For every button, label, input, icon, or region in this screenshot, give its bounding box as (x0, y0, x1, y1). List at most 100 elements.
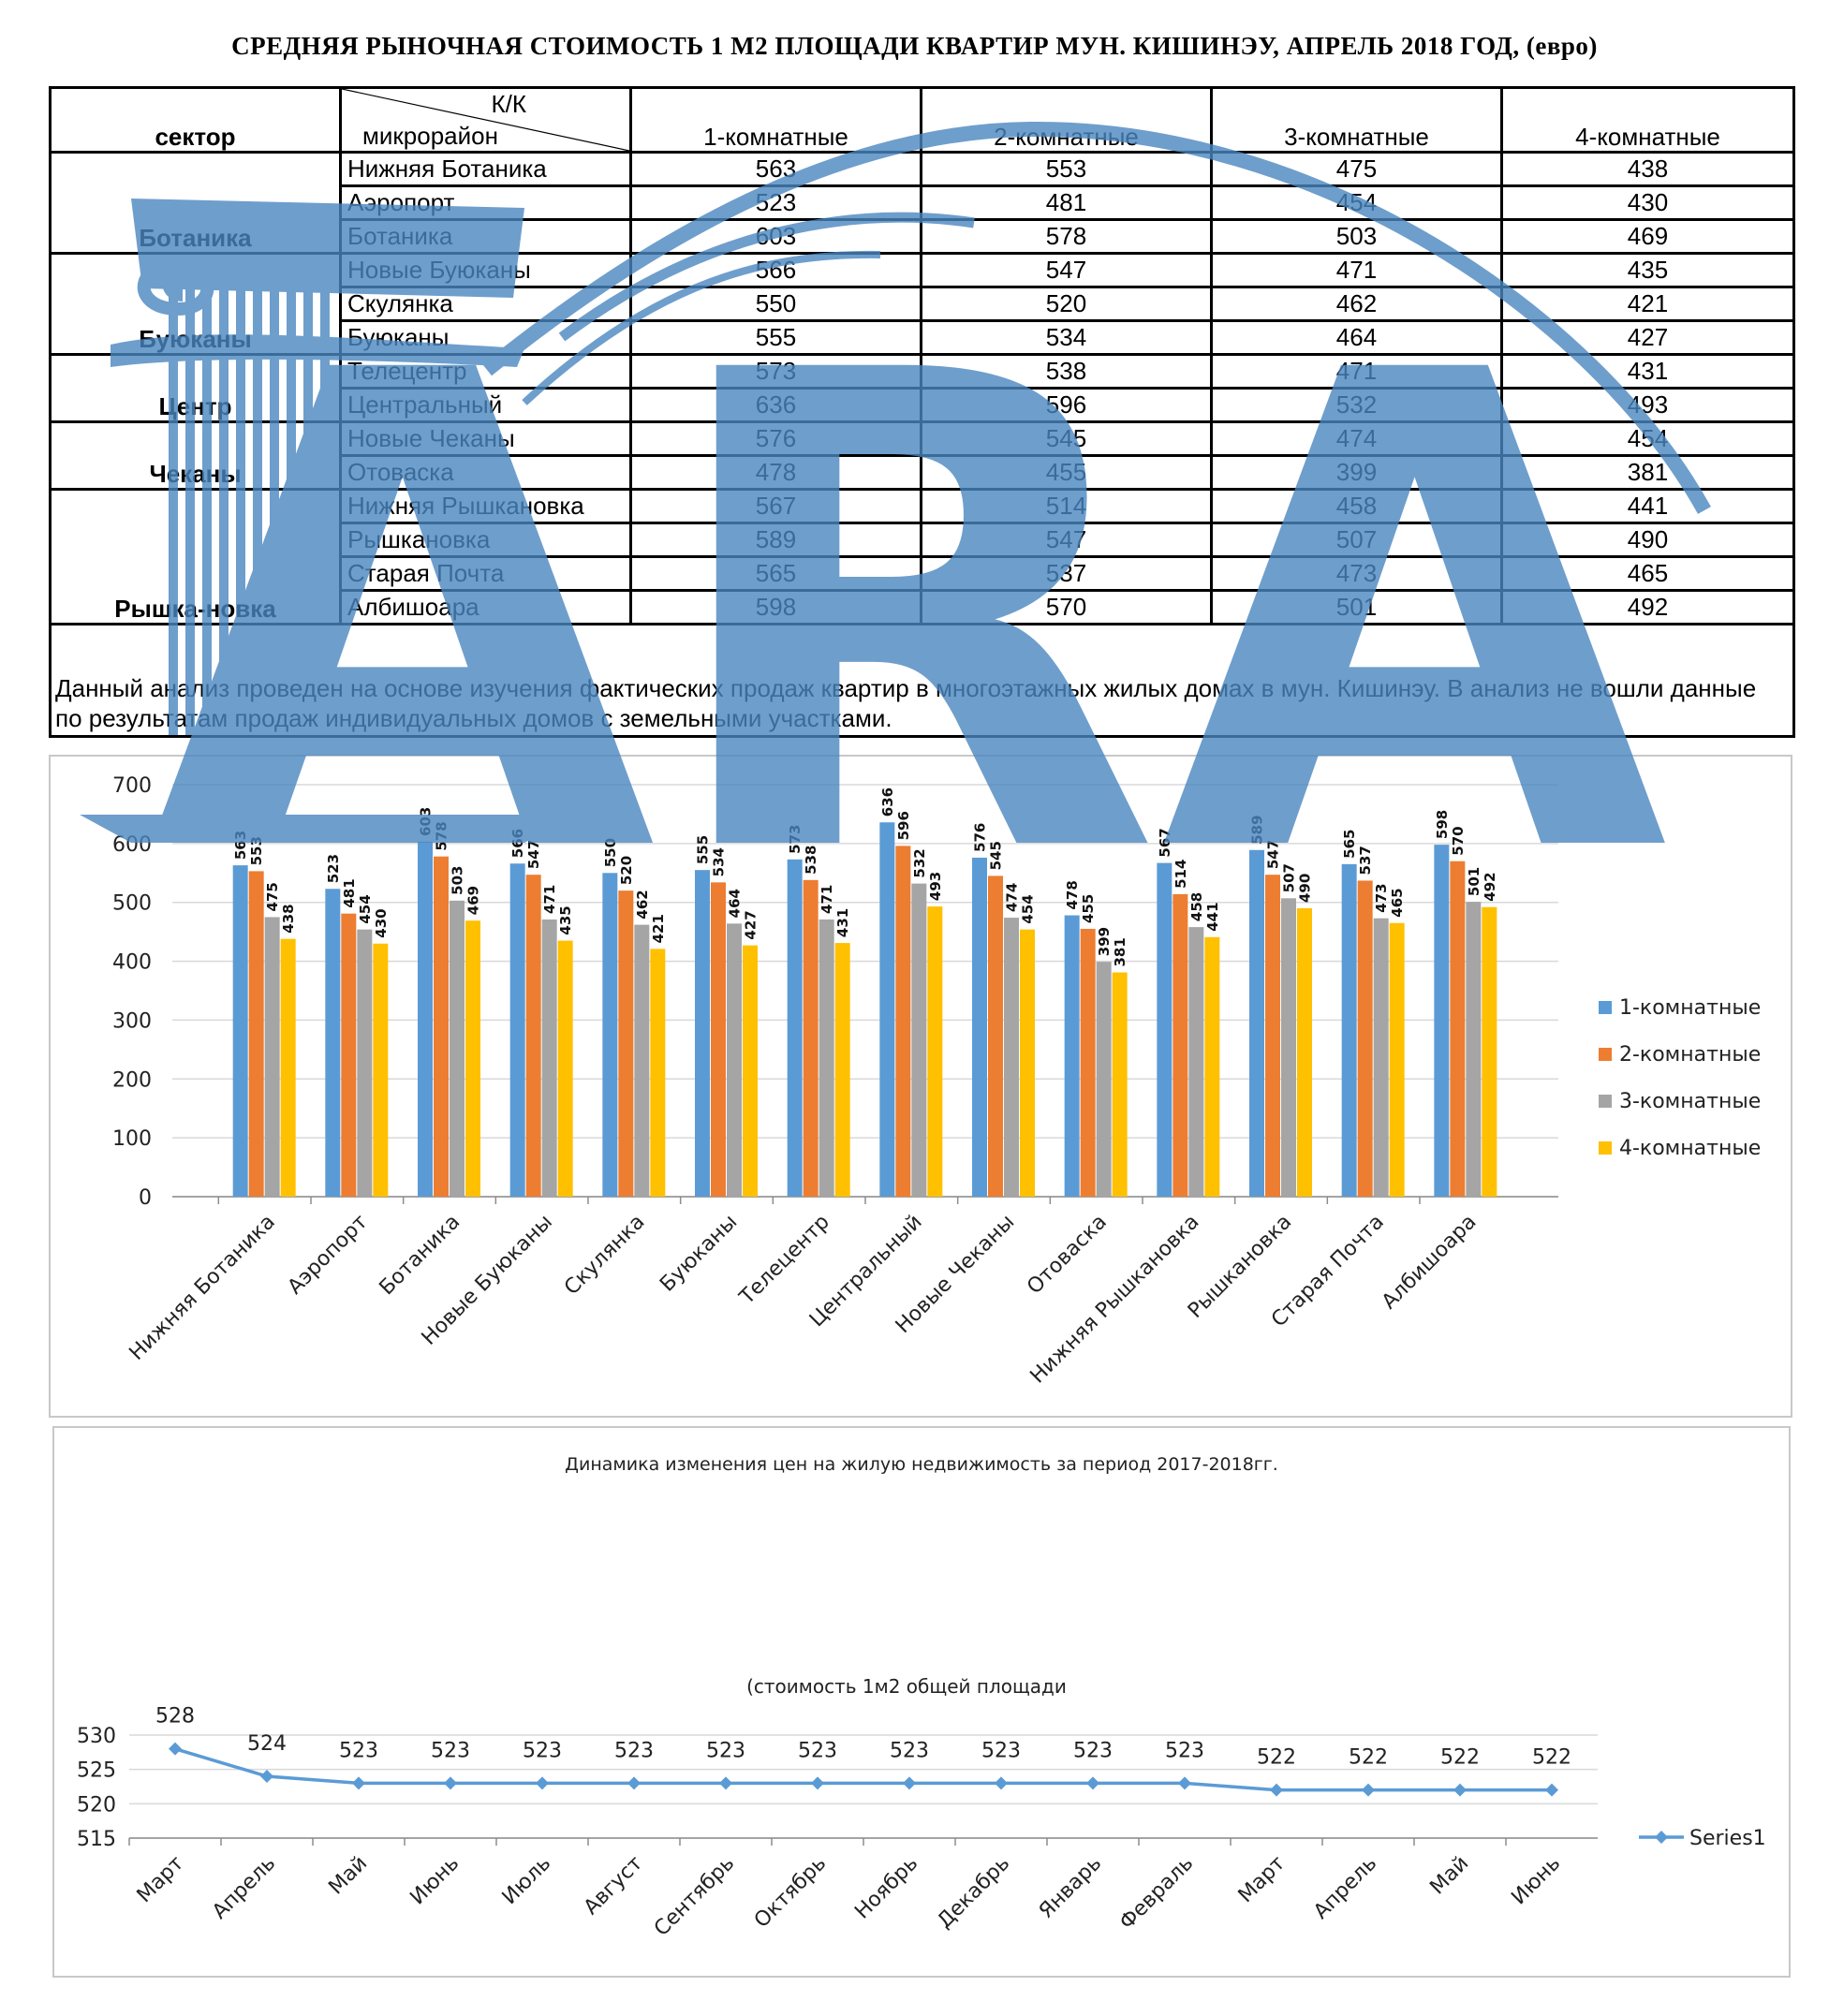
district-cell: Нижняя Рышкановка (339, 488, 632, 524)
category-label: Отоваска (1023, 1211, 1112, 1300)
data-point (444, 1776, 457, 1790)
value-cell: 438 (1500, 151, 1795, 187)
bar (803, 879, 819, 1197)
district-cell: Старая Почта (339, 555, 632, 592)
data-label: 523 (1165, 1739, 1204, 1762)
bar (1004, 918, 1019, 1197)
data-label: 435 (557, 905, 574, 934)
value-cell: 598 (629, 589, 922, 625)
data-label: 490 (1297, 874, 1314, 903)
y-tick-label: 100 (112, 1127, 152, 1151)
value-cell: 421 (1500, 286, 1795, 322)
data-label: 563 (232, 831, 249, 860)
bar (743, 945, 758, 1197)
bar (1482, 906, 1497, 1197)
data-label: 454 (1020, 894, 1037, 923)
corner-header: К/К микрорайон (339, 86, 632, 154)
value-cell: 455 (920, 454, 1213, 491)
value-cell: 547 (920, 252, 1213, 288)
data-label: 523 (431, 1739, 470, 1762)
district-cell: Скулянка (339, 286, 632, 322)
value-cell: 501 (1210, 589, 1503, 625)
legend-marker (1655, 1831, 1668, 1844)
table-row: Буюканы Новые Буюканы 566 547 471 435 (49, 252, 1795, 356)
bar (819, 919, 834, 1197)
value-cell: 553 (920, 151, 1213, 187)
bar (541, 919, 557, 1197)
value-cell: 547 (920, 522, 1213, 558)
value-cell: 471 (1210, 353, 1503, 390)
category-label: Апрель (208, 1852, 280, 1924)
data-label: 598 (1434, 810, 1451, 839)
bar (1373, 918, 1389, 1197)
page-title: СРЕДНЯЯ РЫНОЧНАЯ СТОИМОСТЬ 1 М2 ПЛОЩАДИ … (231, 32, 1598, 60)
data-label: 492 (1482, 872, 1498, 901)
data-label: 381 (1112, 937, 1128, 966)
value-cell: 537 (920, 555, 1213, 592)
data-label: 538 (803, 846, 819, 875)
value-cell: 471 (1210, 252, 1503, 288)
corner-bottom-label: микрорайон (362, 122, 498, 150)
bar (264, 917, 280, 1197)
line-chart: Динамика изменения цен на жилую недвижим… (77, 1454, 1766, 1941)
bar (1080, 929, 1096, 1197)
y-tick-label: 520 (77, 1793, 116, 1817)
data-label: 566 (509, 829, 526, 858)
legend-label: 2-комнатные (1619, 1043, 1761, 1067)
data-label: 520 (618, 856, 635, 885)
bar (1064, 915, 1080, 1197)
y-tick-label: 700 (112, 774, 152, 798)
data-label: 550 (602, 838, 619, 867)
district-cell: Албишоара (339, 589, 632, 625)
data-label: 570 (1450, 826, 1467, 855)
data-point (1178, 1776, 1191, 1790)
y-tick-label: 600 (112, 833, 152, 857)
bar (695, 870, 710, 1197)
data-label: 553 (248, 836, 265, 865)
value-cell: 475 (1210, 151, 1503, 187)
category-label: Ноябрь (850, 1852, 922, 1924)
data-label: 464 (727, 889, 744, 918)
bar (450, 900, 465, 1197)
data-label: 427 (743, 910, 760, 939)
data-point (536, 1776, 549, 1790)
y-tick-label: 530 (77, 1725, 116, 1748)
bar (1096, 962, 1112, 1197)
bar (280, 938, 296, 1197)
data-point (1453, 1783, 1467, 1797)
data-label: 474 (1004, 883, 1021, 912)
y-tick-label: 0 (139, 1186, 152, 1210)
category-label: Нижняя Рышкановка (1026, 1211, 1204, 1389)
bar (911, 883, 927, 1197)
bar-chart-panel: 0 100 200 300 400 500 600 700 563 553 475 438 Нижняя… (49, 755, 1792, 1418)
value-cell: 532 (1210, 387, 1503, 423)
data-label: 576 (972, 823, 989, 852)
table-row: Рышкановка 589 547 507 490 (51, 522, 1795, 558)
bar (418, 841, 433, 1197)
data-label: 528 (155, 1705, 195, 1729)
note-row: Данный анализ проведен на основе изучени… (49, 623, 1795, 738)
category-label: Албишоара (1378, 1211, 1482, 1315)
series-line (174, 1746, 1552, 1792)
bar (373, 943, 389, 1197)
data-label: 465 (1389, 888, 1406, 917)
bar (650, 949, 666, 1197)
value-cell: 589 (629, 522, 922, 558)
value-cell: 514 (920, 488, 1213, 524)
y-tick-label: 300 (112, 1009, 152, 1033)
value-cell: 427 (1500, 319, 1795, 356)
bar (434, 856, 449, 1197)
data-label: 430 (373, 908, 390, 937)
data-label: 555 (695, 835, 712, 864)
chart-title: Динамика изменения цен на жилую недвижим… (565, 1454, 1278, 1475)
data-point (1545, 1783, 1558, 1797)
table-header-row: сектор К/К микрорайон 1-комнатные 2-комн… (49, 86, 1795, 154)
table-row: Чеканы Новые Чеканы 576 545 474 454 (49, 420, 1795, 491)
category-label: Нижняя Ботаника (125, 1211, 280, 1365)
data-label: 545 (988, 841, 1005, 870)
bar (1204, 936, 1220, 1197)
value-cell: 462 (1210, 286, 1503, 322)
value-cell: 523 (629, 184, 922, 221)
bar (1173, 893, 1188, 1197)
value-cell: 563 (629, 151, 922, 187)
